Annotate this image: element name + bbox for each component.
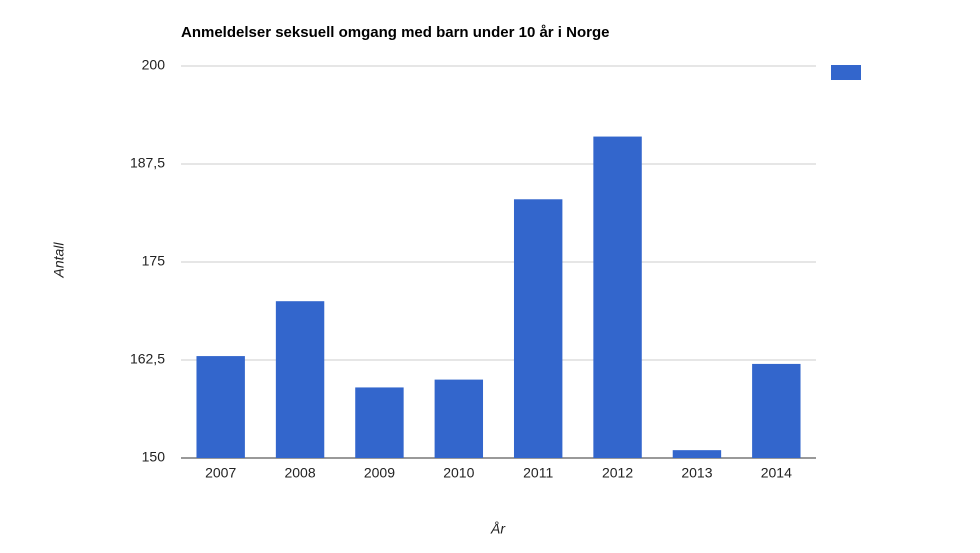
y-tick-label: 187,5 <box>130 155 165 171</box>
bar <box>752 363 801 458</box>
x-axis-title: År <box>490 521 506 537</box>
bar <box>196 356 245 458</box>
bar <box>593 136 642 458</box>
y-axis-title: Antall <box>51 242 67 279</box>
bar <box>355 387 404 458</box>
x-tick-label: 2012 <box>602 465 633 481</box>
legend-swatch <box>831 65 861 80</box>
y-tick-label: 175 <box>142 253 166 269</box>
x-tick-label: 2008 <box>284 465 315 481</box>
x-tick-label: 2013 <box>681 465 712 481</box>
y-tick-label: 162,5 <box>130 351 165 367</box>
x-tick-label: 2014 <box>761 465 792 481</box>
x-tick-label: 2010 <box>443 465 474 481</box>
y-tick-label: 150 <box>142 449 166 465</box>
bar <box>672 450 722 458</box>
x-tick-label: 2011 <box>523 465 553 481</box>
chart-title: Anmeldelser seksuell omgang med barn und… <box>181 24 609 41</box>
x-tick-label: 2007 <box>205 465 236 481</box>
bar <box>513 199 563 458</box>
bar <box>434 379 484 458</box>
bar <box>275 301 325 458</box>
x-tick-label: 2009 <box>364 465 395 481</box>
y-tick-label: 200 <box>142 57 166 73</box>
